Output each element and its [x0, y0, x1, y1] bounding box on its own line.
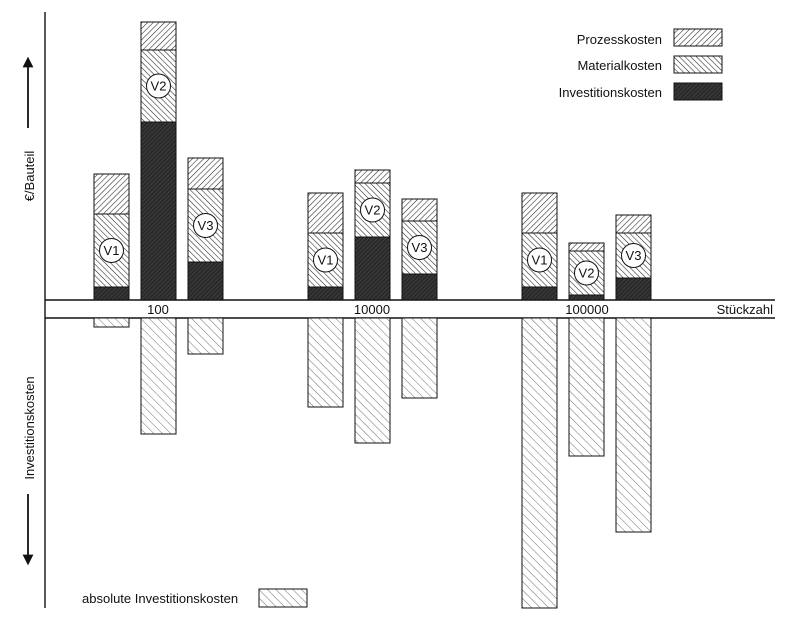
- bar-prozess-10000-V1: [307, 192, 344, 234]
- variant-badge-10000-V2: [360, 197, 385, 223]
- group-label-100: 100: [147, 302, 169, 317]
- legend-swatch-prozess: [673, 28, 723, 47]
- bar-prozess-100000-V3: [615, 214, 652, 234]
- legend-swatch-material: [673, 55, 723, 74]
- variant-label-10000-V1: V1: [318, 253, 334, 268]
- variant-badge-100-V2: [146, 73, 171, 99]
- y-axis-title-top: €/Bauteil: [22, 151, 37, 202]
- legend-swatch-absolute: [258, 588, 308, 608]
- legend-label-investition: Investitionskosten: [559, 85, 662, 100]
- x-axis-title: Stückzahl: [717, 302, 773, 317]
- variant-label-100-V3: V3: [198, 218, 214, 233]
- variant-badge-100-V3: [193, 213, 218, 238]
- bar-absolute-100-V1: [93, 317, 130, 328]
- legend-label-material: Materialkosten: [577, 58, 662, 73]
- bar-absolute-100000-V3: [615, 317, 652, 533]
- bar-prozess-100-V1: [93, 173, 130, 215]
- legend-swatch-investition: [673, 82, 723, 101]
- bar-absolute-10000-V1: [307, 317, 344, 408]
- variant-label-10000-V3: V3: [412, 240, 428, 255]
- bar-investition-100000-V2: [568, 294, 605, 301]
- bar-investition-100-V2: [140, 121, 177, 301]
- bar-prozess-100-V3: [187, 157, 224, 190]
- bar-investition-10000-V2: [354, 236, 391, 301]
- group-label-10000: 10000: [354, 302, 390, 317]
- legend-label-absolute: absolute Investitionskosten: [82, 591, 238, 606]
- bar-investition-100-V3: [187, 261, 224, 301]
- bar-absolute-100-V2: [140, 317, 177, 435]
- variant-label-10000-V2: V2: [365, 203, 381, 218]
- variant-badge-10000-V1: [313, 247, 338, 273]
- bar-prozess-100000-V2: [568, 242, 605, 252]
- variant-label-100000-V1: V1: [532, 253, 548, 268]
- bar-prozess-10000-V3: [401, 198, 438, 222]
- bar-absolute-100000-V1: [521, 317, 558, 609]
- bar-absolute-100000-V2: [568, 317, 605, 457]
- variant-badge-10000-V3: [407, 235, 432, 260]
- bar-investition-100000-V1: [521, 286, 558, 301]
- bar-investition-10000-V1: [307, 286, 344, 301]
- bar-investition-100000-V3: [615, 277, 652, 301]
- variant-label-100000-V2: V2: [579, 266, 595, 281]
- legend-label-prozess: Prozesskosten: [577, 32, 662, 47]
- variant-badge-100-V1: [99, 238, 124, 263]
- bar-absolute-10000-V2: [354, 317, 391, 444]
- group-label-100000: 100000: [565, 302, 608, 317]
- legend: Prozesskosten Materialkosten Investition…: [559, 28, 723, 101]
- variant-label-100-V1: V1: [104, 243, 120, 258]
- variant-badge-100000-V3: [621, 243, 646, 268]
- variant-badge-100000-V1: [527, 247, 552, 273]
- bar-prozess-100000-V1: [521, 192, 558, 234]
- bar-investition-10000-V3: [401, 273, 438, 301]
- bar-absolute-10000-V3: [401, 317, 438, 399]
- bar-prozess-100-V2: [140, 21, 177, 51]
- bar-prozess-10000-V2: [354, 169, 391, 184]
- bars-layer: V1 V2 V3 V1 V2 V3 V1 V2 V3: [93, 21, 652, 609]
- y-axis-title-bottom: Investitionskosten: [22, 376, 37, 479]
- variant-badge-100000-V2: [574, 260, 599, 286]
- bar-investition-100-V1: [93, 286, 130, 301]
- variant-label-100-V2: V2: [151, 79, 167, 94]
- legend-absolute: absolute Investitionskosten: [82, 588, 308, 608]
- bar-absolute-100-V3: [187, 317, 224, 355]
- variant-label-100000-V3: V3: [626, 248, 642, 263]
